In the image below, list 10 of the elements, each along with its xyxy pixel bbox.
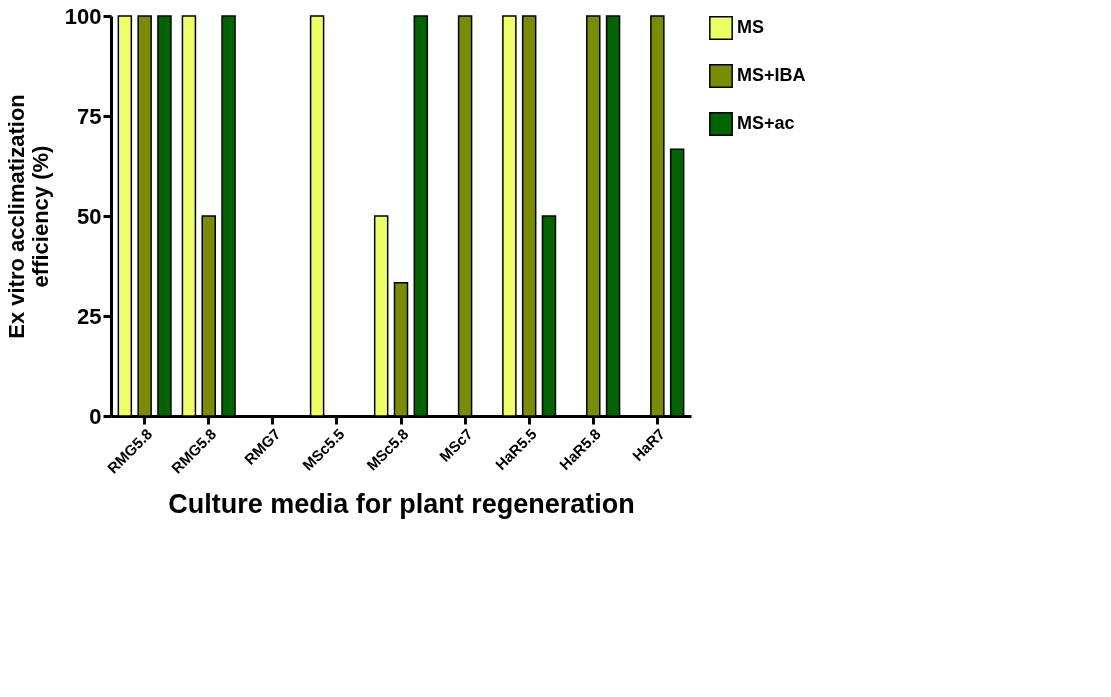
y-axis-title: Ex vitro acclimatization efficiency (%) [3, 94, 53, 339]
y-tick-label: 50 [77, 203, 102, 229]
legend-label: MS+IBA [737, 65, 806, 85]
legend-label: MS+ac [737, 113, 795, 133]
y-tick-label: 100 [64, 3, 102, 29]
y-tick-label: 25 [77, 303, 102, 329]
y-tick-label: 75 [77, 103, 102, 129]
y-tick-label: 0 [89, 403, 102, 429]
legend-label: MS [737, 17, 764, 37]
x-axis-title: Culture media for plant regeneration [168, 488, 635, 519]
